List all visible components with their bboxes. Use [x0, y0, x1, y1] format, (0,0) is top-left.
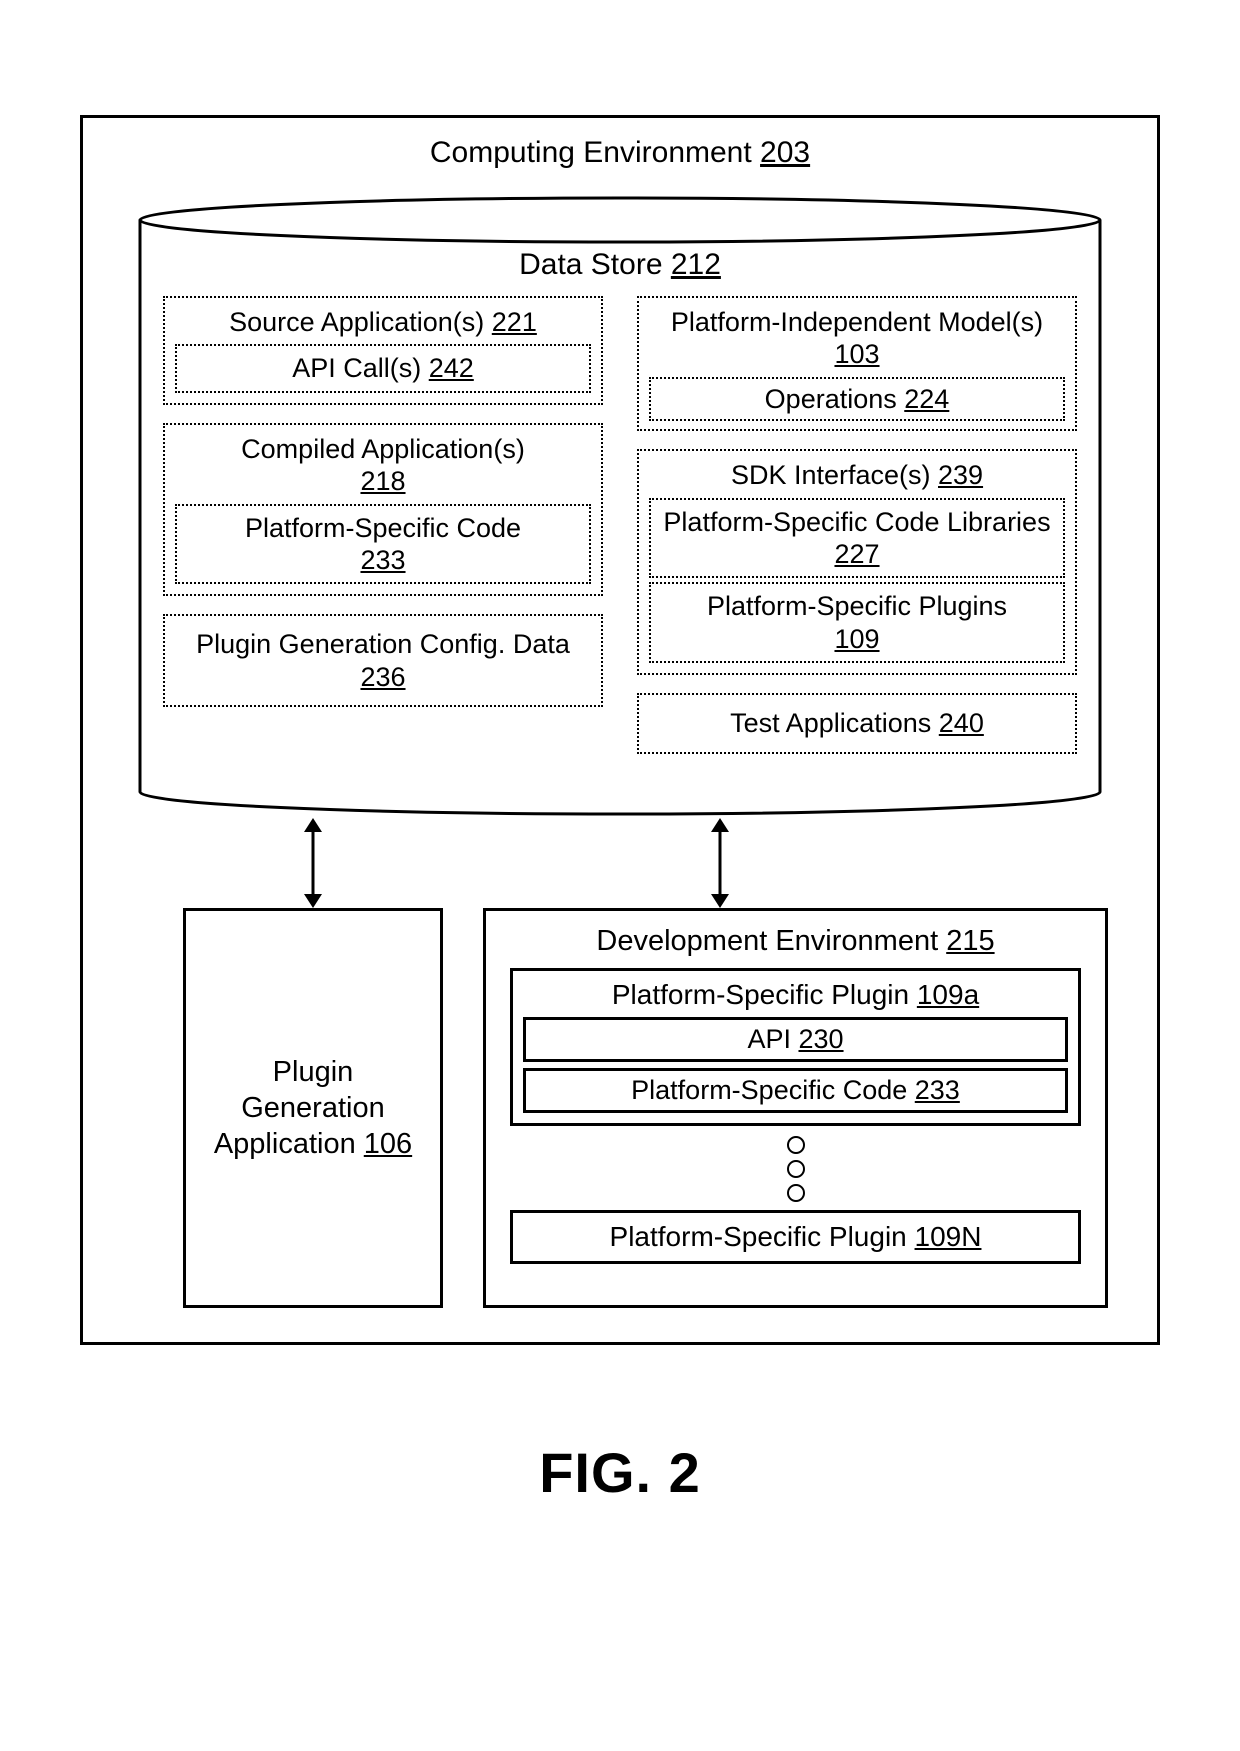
- platform-specific-code-libraries-text: Platform-Specific Code Libraries: [663, 507, 1050, 537]
- operations-box: Operations 224: [649, 377, 1065, 421]
- test-applications-label: Test Applications 240: [649, 707, 1065, 739]
- plugin-generation-application-box: Plugin Generation Application 106: [183, 908, 443, 1308]
- computing-environment-title-ref: 203: [760, 136, 810, 169]
- dot-icon: [787, 1160, 805, 1178]
- data-store-title: Data Store 212: [133, 248, 1107, 282]
- data-store-left-column: Source Application(s) 221 API Call(s) 24…: [163, 296, 603, 776]
- compiled-applications-ref: 218: [360, 466, 405, 496]
- operations-ref: 224: [904, 384, 949, 414]
- platform-specific-code-text-dev: Platform-Specific Code: [631, 1075, 915, 1105]
- plugin-a-title-text: Platform-Specific Plugin: [612, 979, 917, 1010]
- api-calls-text: API Call(s): [292, 353, 429, 383]
- data-store-title-text: Data Store: [519, 248, 671, 281]
- platform-specific-plugins-ref: 109: [834, 624, 879, 654]
- platform-specific-plugin-a-title: Platform-Specific Plugin 109a: [523, 979, 1068, 1011]
- dot-icon: [787, 1184, 805, 1202]
- source-applications-label: Source Application(s) 221: [175, 306, 591, 338]
- sdk-interfaces-text: SDK Interface(s): [731, 460, 938, 490]
- figure-label: FIG. 2: [0, 1440, 1240, 1505]
- platform-specific-code-text-left: Platform-Specific Code: [245, 513, 521, 543]
- plugin-generation-config-label: Plugin Generation Config. Data 236: [175, 628, 591, 693]
- platform-specific-code-box-dev: Platform-Specific Code 233: [523, 1068, 1068, 1113]
- platform-independent-models-text: Platform-Independent Model(s): [671, 307, 1043, 337]
- computing-environment-box: Computing Environment 203 Data Store 212: [80, 115, 1160, 1345]
- platform-independent-models-ref: 103: [834, 339, 879, 369]
- platform-specific-code-libraries-box: Platform-Specific Code Libraries 227: [649, 498, 1065, 579]
- sdk-interfaces-ref: 239: [938, 460, 983, 490]
- compiled-applications-label: Compiled Application(s) 218: [175, 433, 591, 498]
- plugin-n-ref: 109N: [915, 1221, 982, 1252]
- data-store-right-column: Platform-Independent Model(s) 103 Operat…: [637, 296, 1077, 776]
- plugin-n-text: Platform-Specific Plugin: [610, 1221, 915, 1252]
- dot-icon: [787, 1136, 805, 1154]
- plugin-generation-config-ref: 236: [360, 662, 405, 692]
- platform-specific-code-libraries-ref: 227: [834, 539, 879, 569]
- arrow-datastore-to-dev-env: [705, 818, 735, 908]
- test-applications-ref: 240: [939, 708, 984, 738]
- platform-specific-code-ref-dev: 233: [915, 1075, 960, 1105]
- dev-env-title-text: Development Environment: [596, 925, 946, 957]
- source-applications-text: Source Application(s): [229, 307, 492, 337]
- plugin-gen-line3-text: Application: [214, 1128, 364, 1160]
- operations-text: Operations: [765, 384, 905, 414]
- api-box: API 230: [523, 1017, 1068, 1062]
- source-applications-ref: 221: [492, 307, 537, 337]
- computing-environment-title: Computing Environment 203: [83, 136, 1157, 170]
- data-store-body: Source Application(s) 221 API Call(s) 24…: [163, 296, 1077, 776]
- dev-env-title-ref: 215: [946, 925, 994, 957]
- data-store-cylinder: Data Store 212 Source Application(s) 221…: [133, 196, 1107, 816]
- test-applications-text: Test Applications: [730, 708, 939, 738]
- platform-independent-models-box: Platform-Independent Model(s) 103 Operat…: [637, 296, 1077, 431]
- plugin-gen-line1: Plugin: [273, 1056, 354, 1088]
- double-arrow-icon: [298, 818, 328, 908]
- development-environment-box: Development Environment 215 Platform-Spe…: [483, 908, 1108, 1308]
- platform-specific-code-ref-left: 233: [360, 545, 405, 575]
- api-ref: 230: [798, 1024, 843, 1054]
- plugin-generation-application-label: Plugin Generation Application 106: [214, 1054, 412, 1163]
- plugin-generation-config-box: Plugin Generation Config. Data 236: [163, 614, 603, 707]
- platform-specific-plugin-n-box: Platform-Specific Plugin 109N: [510, 1210, 1081, 1264]
- double-arrow-icon: [705, 818, 735, 908]
- sdk-interfaces-box: SDK Interface(s) 239 Platform-Specific C…: [637, 449, 1077, 675]
- data-store-title-ref: 212: [671, 248, 721, 281]
- plugin-a-title-ref: 109a: [917, 979, 979, 1010]
- plugin-gen-line2: Generation: [241, 1092, 385, 1124]
- api-calls-box: API Call(s) 242: [175, 344, 591, 392]
- compiled-applications-text: Compiled Application(s): [241, 434, 525, 464]
- page: Computing Environment 203 Data Store 212: [0, 0, 1240, 1751]
- api-text: API: [747, 1024, 798, 1054]
- platform-specific-plugins-text: Platform-Specific Plugins: [707, 591, 1007, 621]
- computing-environment-title-text: Computing Environment: [430, 136, 760, 169]
- platform-independent-models-label: Platform-Independent Model(s) 103: [649, 306, 1065, 371]
- platform-specific-plugins-box: Platform-Specific Plugins 109: [649, 582, 1065, 663]
- platform-specific-code-box-left: Platform-Specific Code 233: [175, 504, 591, 585]
- test-applications-box: Test Applications 240: [637, 693, 1077, 753]
- ellipsis-dots: [500, 1136, 1091, 1202]
- source-applications-box: Source Application(s) 221 API Call(s) 24…: [163, 296, 603, 405]
- plugin-generation-config-text: Plugin Generation Config. Data: [196, 629, 570, 659]
- sdk-interfaces-label: SDK Interface(s) 239: [649, 459, 1065, 491]
- platform-specific-plugin-a-box: Platform-Specific Plugin 109a API 230 Pl…: [510, 968, 1081, 1126]
- plugin-gen-line3-ref: 106: [364, 1128, 412, 1160]
- arrow-datastore-to-plugin-gen: [298, 818, 328, 908]
- compiled-applications-box: Compiled Application(s) 218 Platform-Spe…: [163, 423, 603, 597]
- api-calls-ref: 242: [429, 353, 474, 383]
- development-environment-title: Development Environment 215: [500, 925, 1091, 958]
